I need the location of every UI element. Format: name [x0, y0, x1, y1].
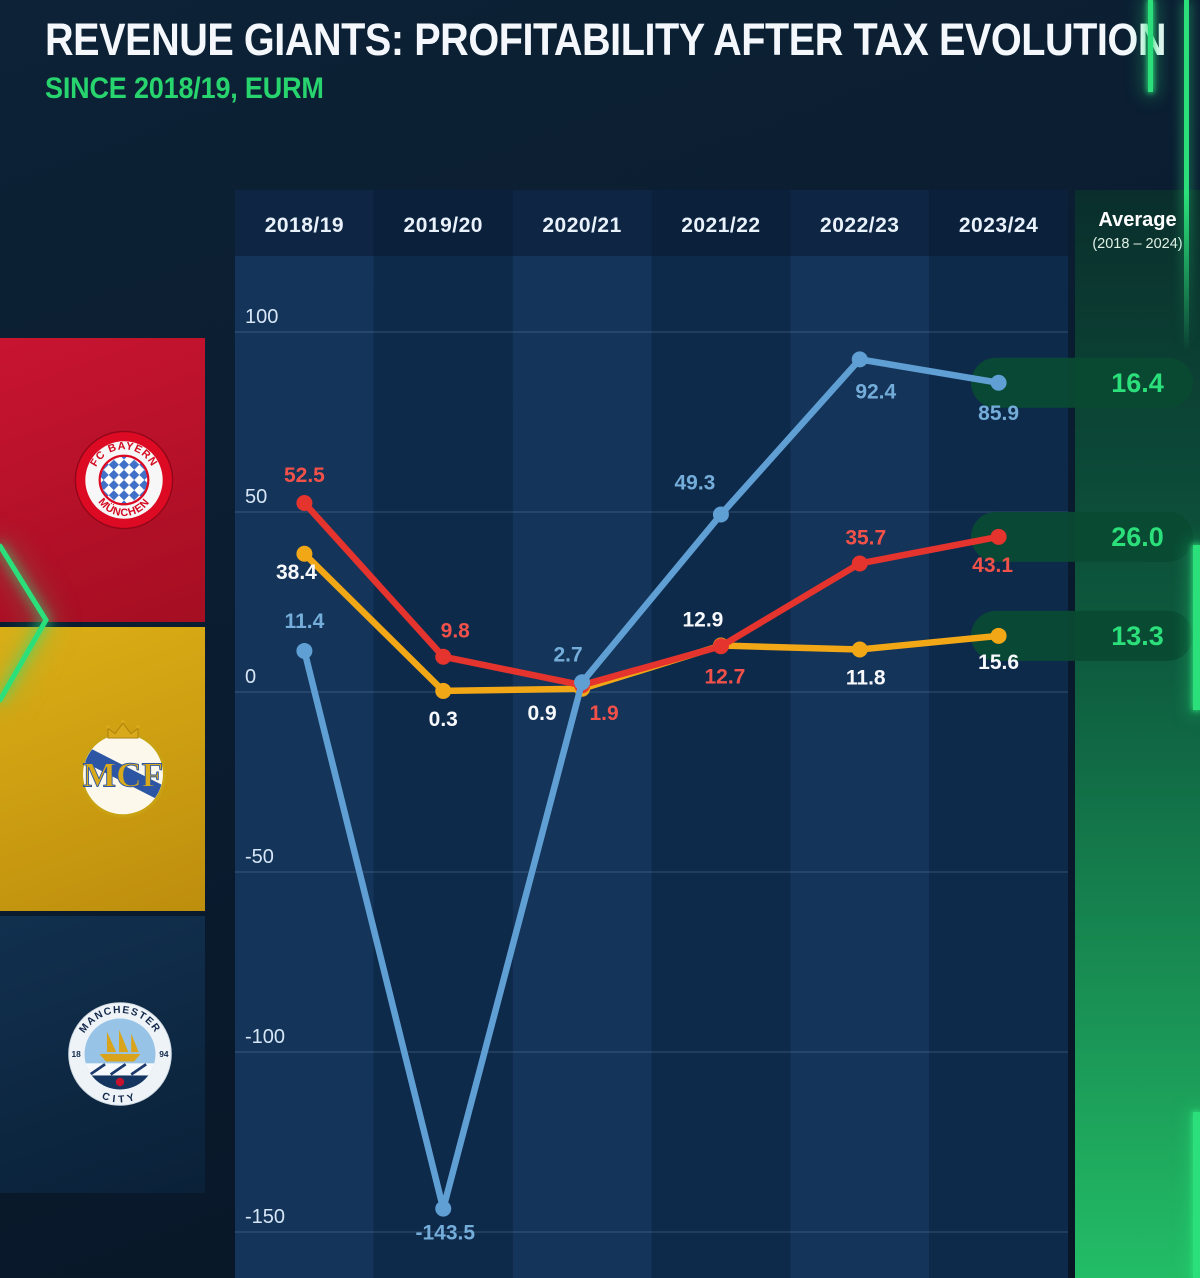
badge-year-right: 94: [159, 1049, 169, 1059]
value-label: 43.1: [972, 554, 1013, 577]
value-label: 52.5: [284, 464, 325, 487]
value-label: 92.4: [855, 380, 896, 403]
value-label: 1.9: [589, 702, 618, 725]
badge-red-rose-icon: [115, 1077, 125, 1087]
season-header-label: 2021/22: [681, 214, 760, 237]
value-label: 0.9: [527, 702, 556, 725]
badge-crown-icon: [106, 719, 140, 739]
average-pill: [971, 610, 1193, 661]
season-column: [512, 190, 652, 1278]
chart-header-strip: [235, 190, 1068, 256]
data-point: [712, 506, 729, 523]
value-label: 11.8: [846, 667, 886, 690]
average-subheader: (2018 – 2024): [1092, 236, 1182, 252]
data-point: [712, 638, 729, 655]
y-tick-label: -50: [245, 846, 274, 868]
value-label: -143.5: [415, 1222, 475, 1245]
value-label: 38.4: [276, 561, 317, 584]
season-header-label: 2020/21: [542, 214, 621, 237]
data-point: [296, 545, 313, 562]
season-column: [651, 190, 791, 1278]
data-point: [851, 555, 868, 572]
data-point: [435, 682, 452, 699]
y-tick-label: 0: [245, 666, 256, 688]
average-column-bg: [1075, 190, 1200, 1278]
value-label: 0.3: [429, 708, 458, 731]
average-pill: [971, 357, 1193, 408]
series-line: [301, 356, 1002, 1212]
value-label: 15.6: [978, 651, 1019, 674]
season-column: [235, 190, 374, 1278]
season-header-label: 2023/24: [959, 214, 1038, 237]
data-point: [296, 495, 313, 511]
season-column: [373, 190, 513, 1278]
season-header-label: 2019/20: [404, 214, 483, 237]
team-panel-real-madrid: MCF: [0, 627, 205, 911]
badge-monogram: MCF: [83, 756, 163, 795]
data-point: [990, 528, 1007, 545]
y-tick-label: -150: [245, 1206, 285, 1228]
value-label: 49.3: [674, 472, 715, 495]
y-tick-label: 100: [245, 306, 278, 328]
series-line: [301, 499, 1002, 689]
y-tick-label: -100: [245, 1026, 285, 1048]
value-label: 12.9: [682, 609, 723, 632]
average-pill: [971, 511, 1193, 562]
data-point: [574, 674, 591, 691]
team-panel-bayern: FC BAYERN MÜNCHEN: [0, 338, 205, 622]
data-point: [990, 627, 1007, 644]
value-label: 2.7: [553, 643, 582, 666]
badge-river-stripes: [89, 1063, 147, 1076]
season-column: [790, 190, 930, 1278]
badge-ship-icon: [99, 1029, 141, 1062]
bayern-munich-badge: FC BAYERN MÜNCHEN: [74, 430, 174, 530]
team-panel-man-city: MANCHESTER CITY 18 94: [0, 916, 205, 1193]
season-column: [929, 190, 1068, 1278]
badge-diagonal-stripe: [83, 740, 163, 805]
page-title: REVENUE GIANTS: PROFITABILITY AFTER TAX …: [45, 14, 1167, 65]
value-label: 35.7: [845, 526, 886, 549]
badge-year-left: 18: [71, 1049, 81, 1059]
value-label: 12.7: [704, 665, 745, 688]
svg-text:CITY: CITY: [100, 1091, 139, 1106]
profit-evolution-chart: 2018/19 2019/20 2020/21 2021/22 2022/23 2023/…: [235, 190, 1200, 1278]
average-header: Average: [1098, 209, 1176, 231]
average-value: 13.3: [1111, 621, 1164, 651]
season-header-label: 2018/19: [265, 214, 344, 237]
data-point: [435, 1200, 452, 1217]
average-value: 26.0: [1111, 522, 1164, 552]
badge-check-core: [98, 454, 150, 506]
value-label: 9.8: [441, 620, 471, 643]
page-subtitle: SINCE 2018/19, EURM: [45, 72, 324, 106]
badge-text-bottom: CITY: [100, 1091, 135, 1106]
average-value: 16.4: [1111, 368, 1164, 398]
y-tick-label: 50: [245, 486, 267, 508]
value-label: 11.4: [285, 610, 325, 633]
value-label: 85.9: [978, 402, 1019, 425]
data-point: [296, 642, 313, 659]
data-point: [851, 351, 868, 368]
manchester-city-badge: MANCHESTER CITY 18 94: [68, 1002, 172, 1106]
real-madrid-badge: MCF: [79, 719, 167, 818]
data-point: [435, 648, 452, 665]
season-header-label: 2022/23: [820, 214, 899, 237]
title-block: REVENUE GIANTS: PROFITABILITY AFTER TAX …: [45, 16, 1200, 106]
data-point: [990, 374, 1007, 391]
data-point: [851, 641, 868, 658]
